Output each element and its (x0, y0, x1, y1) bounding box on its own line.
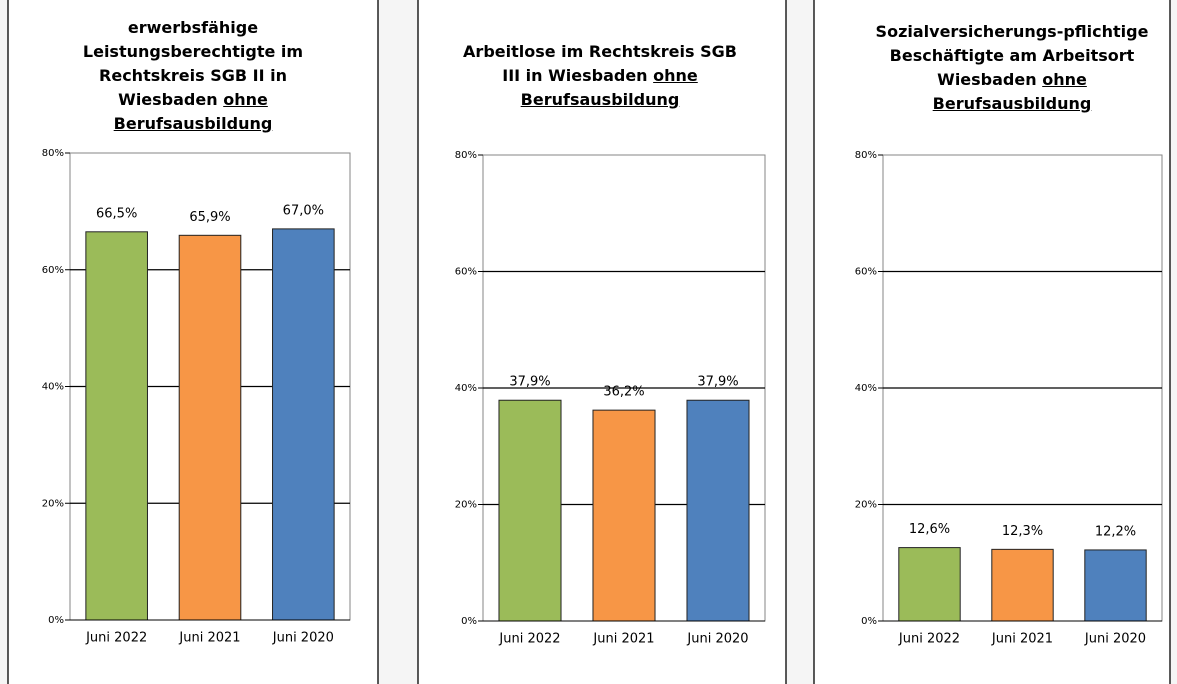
subtitle-text: ohne Berufsausbildung (113, 90, 273, 133)
y-tick-label: 80% (42, 148, 64, 159)
value-label: 37,9% (509, 375, 550, 390)
value-label: 12,2% (1095, 524, 1136, 539)
y-tick-label: 0% (461, 616, 477, 627)
bar (592, 409, 656, 622)
y-tick-label: 40% (455, 383, 477, 394)
y-tick-label: 0% (48, 615, 64, 626)
y-tick-label: 40% (42, 382, 64, 393)
value-label: 12,3% (1002, 524, 1043, 539)
y-tick-label: 20% (455, 500, 477, 511)
title-text: Sozialversicherungs-pflichtige Beschäfti… (875, 22, 1149, 89)
bar (686, 399, 750, 622)
y-tick-label: 60% (42, 265, 64, 276)
y-tick-label: 60% (455, 267, 477, 278)
y-tick-label: 80% (455, 150, 477, 161)
x-tick-label: Juni 2022 (898, 632, 960, 647)
x-tick-label: Juni 2021 (991, 632, 1053, 647)
chart-title: Arbeitlose im Rechtskreis SGB III in Wie… (460, 40, 740, 112)
bar (178, 234, 242, 621)
y-tick-label: 80% (855, 150, 877, 161)
value-label: 65,9% (189, 210, 230, 225)
bar (498, 399, 562, 622)
bar (898, 547, 961, 622)
x-tick-label: Juni 2021 (178, 631, 240, 646)
x-tick-label: Juni 2020 (686, 632, 748, 647)
y-tick-label: 40% (855, 383, 877, 394)
x-tick-label: Juni 2020 (272, 631, 334, 646)
chart-title: Sozialversicherungs-pflichtige Beschäfti… (862, 20, 1162, 116)
x-tick-label: Juni 2020 (1084, 632, 1146, 647)
x-tick-label: Juni 2021 (592, 632, 654, 647)
bar (1084, 549, 1147, 622)
bar (991, 548, 1054, 622)
value-label: 37,9% (697, 375, 738, 390)
title-text: erwerbsfähige Leistungsberechtigte im Re… (82, 18, 304, 109)
y-tick-label: 20% (42, 498, 64, 509)
y-tick-label: 60% (855, 267, 877, 278)
y-tick-label: 20% (855, 500, 877, 511)
subtitle-text: ohne Berufsausbildung (520, 66, 698, 109)
chart-title: erwerbsfähige Leistungsberechtigte im Re… (73, 16, 313, 136)
value-label: 66,5% (96, 206, 137, 221)
bar (272, 228, 335, 621)
x-tick-label: Juni 2022 (85, 631, 147, 646)
bar (85, 231, 148, 621)
value-label: 36,2% (603, 385, 644, 400)
y-tick-label: 0% (861, 616, 877, 627)
subtitle-text: ohne Berufsausbildung (932, 70, 1092, 113)
value-label: 67,0% (283, 203, 324, 218)
x-tick-label: Juni 2022 (498, 632, 560, 647)
title-text: Arbeitlose im Rechtskreis SGB III in Wie… (463, 42, 737, 85)
value-label: 12,6% (909, 522, 950, 537)
